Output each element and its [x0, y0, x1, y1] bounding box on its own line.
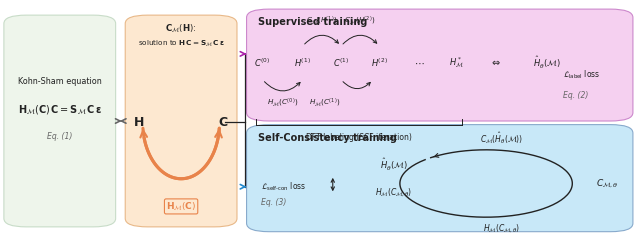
FancyBboxPatch shape	[4, 15, 116, 227]
Text: $H_\mathcal{M}(C_{\mathcal{M},\theta})$: $H_\mathcal{M}(C_{\mathcal{M},\theta})$	[375, 187, 412, 199]
Text: $C_\mathcal{M}(H^{(1)})$: $C_\mathcal{M}(H^{(1)})$	[306, 15, 338, 27]
FancyBboxPatch shape	[125, 15, 237, 227]
Text: $\cdots$: $\cdots$	[413, 58, 424, 68]
Text: $\mathbf{H}_\mathcal{M}(\mathbf{C})$: $\mathbf{H}_\mathcal{M}(\mathbf{C})$	[166, 201, 196, 212]
Text: DFT labeling (SCF iteration): DFT labeling (SCF iteration)	[307, 133, 412, 142]
Text: $H_\mathcal{M}(C^{(0)})$: $H_\mathcal{M}(C^{(0)})$	[267, 96, 298, 109]
Text: $H^{(1)}$: $H^{(1)}$	[294, 57, 311, 69]
Text: $H_\mathcal{M}(C^{(1)})$: $H_\mathcal{M}(C^{(1)})$	[309, 96, 341, 109]
Text: $C^{(0)}$: $C^{(0)}$	[254, 57, 271, 69]
Text: solution to $\mathbf{H\,C} = \mathbf{S}_\mathcal{M}\,\mathbf{C}\,\boldsymbol{\va: solution to $\mathbf{H\,C} = \mathbf{S}_…	[138, 39, 225, 49]
Text: H: H	[134, 116, 145, 129]
Text: C: C	[218, 116, 227, 129]
Text: $H^{(2)}$: $H^{(2)}$	[371, 57, 388, 69]
Text: $\hat{H}_\theta(\mathcal{M})$: $\hat{H}_\theta(\mathcal{M})$	[533, 55, 561, 71]
FancyBboxPatch shape	[246, 125, 633, 232]
Text: Self-Consistency training: Self-Consistency training	[258, 133, 397, 143]
Text: $H^*_\mathcal{M}$: $H^*_\mathcal{M}$	[449, 55, 463, 70]
Text: $\mathbf{C}_\mathcal{M}(\mathbf{H})$:: $\mathbf{C}_\mathcal{M}(\mathbf{H})$:	[165, 23, 197, 34]
Text: $C_\mathcal{M}(H^{(2)})$: $C_\mathcal{M}(H^{(2)})$	[344, 15, 376, 27]
Text: $C_{\mathcal{M},\theta}$: $C_{\mathcal{M},\theta}$	[596, 177, 619, 190]
Text: Eq. (3): Eq. (3)	[260, 198, 286, 207]
Text: $C_\mathcal{M}(\hat{H}_\theta(\mathcal{M}))$: $C_\mathcal{M}(\hat{H}_\theta(\mathcal{M…	[481, 130, 524, 146]
Text: $H_\mathcal{M}(C_{\mathcal{M},\theta})$: $H_\mathcal{M}(C_{\mathcal{M},\theta})$	[483, 223, 521, 235]
Text: $C^{(1)}$: $C^{(1)}$	[333, 57, 349, 69]
Text: Eq. (1): Eq. (1)	[47, 132, 72, 141]
Text: Kohn-Sham equation: Kohn-Sham equation	[18, 77, 102, 86]
Text: $\mathcal{L}_{\rm label}$ loss: $\mathcal{L}_{\rm label}$ loss	[563, 68, 600, 81]
Text: $\mathbf{H}_\mathcal{M}(\mathbf{C})\,\mathbf{C} = \mathbf{S}_\mathcal{M}\,\mathb: $\mathbf{H}_\mathcal{M}(\mathbf{C})\,\ma…	[17, 104, 102, 117]
FancyBboxPatch shape	[246, 9, 633, 121]
Text: Eq. (2): Eq. (2)	[563, 91, 588, 100]
Text: $\Leftrightarrow$: $\Leftrightarrow$	[490, 58, 501, 68]
Text: Supervised training: Supervised training	[258, 17, 367, 27]
Text: $\hat{H}_\theta(\mathcal{M})$: $\hat{H}_\theta(\mathcal{M})$	[380, 158, 408, 174]
Text: $\mathcal{L}_{\rm self\text{-}con}$ loss: $\mathcal{L}_{\rm self\text{-}con}$ loss	[260, 181, 306, 193]
